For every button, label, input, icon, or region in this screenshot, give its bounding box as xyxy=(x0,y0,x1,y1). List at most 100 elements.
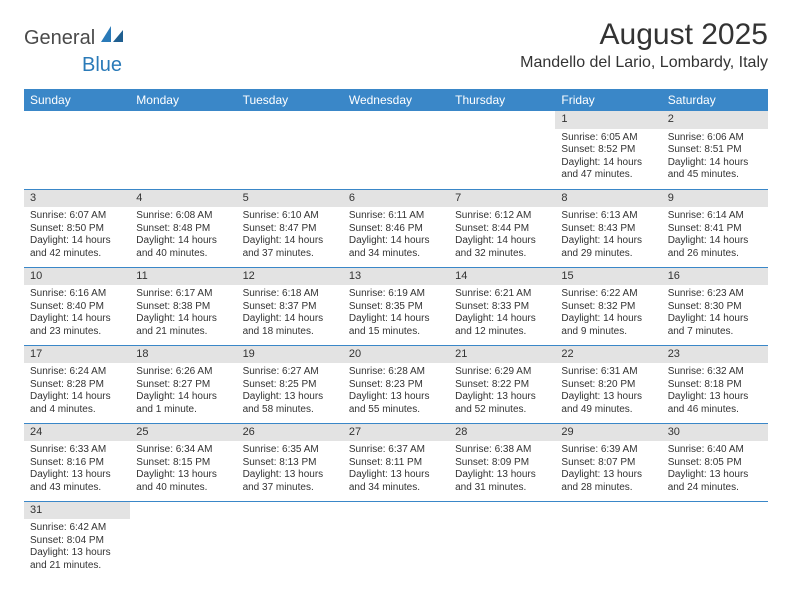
day-cell xyxy=(130,501,236,579)
sunset-text: Sunset: 8:40 PM xyxy=(30,301,124,314)
day-cell xyxy=(237,111,343,189)
day-number: 27 xyxy=(343,424,449,442)
daylight-text: Daylight: 14 hours and 45 minutes. xyxy=(668,157,762,182)
daylight-text: Daylight: 13 hours and 37 minutes. xyxy=(243,469,337,494)
header: General August 2025 Mandello del Lario, … xyxy=(24,18,768,72)
day-cell xyxy=(343,111,449,189)
daylight-text: Daylight: 14 hours and 34 minutes. xyxy=(349,235,443,260)
day-number: 18 xyxy=(130,346,236,364)
sunrise-text: Sunrise: 6:42 AM xyxy=(30,522,124,535)
sunset-text: Sunset: 8:23 PM xyxy=(349,379,443,392)
day-cell: 9Sunrise: 6:14 AMSunset: 8:41 PMDaylight… xyxy=(662,189,768,267)
sunrise-text: Sunrise: 6:27 AM xyxy=(243,366,337,379)
day-cell: 11Sunrise: 6:17 AMSunset: 8:38 PMDayligh… xyxy=(130,267,236,345)
sunrise-text: Sunrise: 6:10 AM xyxy=(243,210,337,223)
day-cell: 23Sunrise: 6:32 AMSunset: 8:18 PMDayligh… xyxy=(662,345,768,423)
daylight-text: Daylight: 14 hours and 26 minutes. xyxy=(668,235,762,260)
day-number: 10 xyxy=(24,268,130,286)
day-cell: 24Sunrise: 6:33 AMSunset: 8:16 PMDayligh… xyxy=(24,423,130,501)
day-number: 16 xyxy=(662,268,768,286)
day-cell: 26 Sunrise: 6:35 AMSunset: 8:13 PMDayligh… xyxy=(237,423,343,501)
sunset-text: Sunset: 8:27 PM xyxy=(136,379,230,392)
day-cell: 31Sunrise: 6:42 AMSunset: 8:04 PMDayligh… xyxy=(24,501,130,579)
sunrise-text: Sunrise: 6:17 AM xyxy=(136,288,230,301)
sunset-text: Sunset: 8:16 PM xyxy=(30,457,124,470)
col-sunday: Sunday xyxy=(24,89,130,111)
day-cell: 6 Sunrise: 6:11 AMSunset: 8:46 PMDaylight… xyxy=(343,189,449,267)
daylight-text: Daylight: 14 hours and 1 minute. xyxy=(136,391,230,416)
day-body: Sunrise: 6:34 AMSunset: 8:15 PMDaylight:… xyxy=(130,441,236,496)
day-cell xyxy=(130,111,236,189)
calendar-table: Sunday Monday Tuesday Wednesday Thursday… xyxy=(24,89,768,579)
day-body: Sunrise: 6:05 AMSunset: 8:52 PMDaylight:… xyxy=(555,129,661,184)
sunrise-text: Sunrise: 6:35 AM xyxy=(243,444,337,457)
daylight-text: Daylight: 13 hours and 55 minutes. xyxy=(349,391,443,416)
day-cell xyxy=(662,501,768,579)
day-cell xyxy=(343,501,449,579)
logo: General xyxy=(24,18,127,51)
sunrise-text: Sunrise: 6:22 AM xyxy=(561,288,655,301)
day-cell: 19Sunrise: 6:27 AMSunset: 8:25 PMDayligh… xyxy=(237,345,343,423)
day-number: 25 xyxy=(130,424,236,442)
day-number: 12 xyxy=(237,268,343,286)
sunrise-text: Sunrise: 6:39 AM xyxy=(561,444,655,457)
day-body: Sunrise: 6:14 AMSunset: 8:41 PMDaylight:… xyxy=(662,207,768,262)
day-cell: 28Sunrise: 6:38 AMSunset: 8:09 PMDayligh… xyxy=(449,423,555,501)
sunset-text: Sunset: 8:44 PM xyxy=(455,223,549,236)
sunrise-text: Sunrise: 6:19 AM xyxy=(349,288,443,301)
day-number: 7 xyxy=(449,190,555,208)
day-body: Sunrise: 6:42 AMSunset: 8:04 PMDaylight:… xyxy=(24,519,130,574)
col-friday: Friday xyxy=(555,89,661,111)
day-cell: 16Sunrise: 6:23 AMSunset: 8:30 PMDayligh… xyxy=(662,267,768,345)
day-body: Sunrise: 6:32 AMSunset: 8:18 PMDaylight:… xyxy=(662,363,768,418)
logo-text-general: General xyxy=(24,27,95,50)
day-body: Sunrise: 6:16 AMSunset: 8:40 PMDaylight:… xyxy=(24,285,130,340)
sunset-text: Sunset: 8:46 PM xyxy=(349,223,443,236)
week-row: 3Sunrise: 6:07 AMSunset: 8:50 PMDaylight… xyxy=(24,189,768,267)
day-number: 4 xyxy=(130,190,236,208)
sunrise-text: Sunrise: 6:31 AM xyxy=(561,366,655,379)
day-number: 2 xyxy=(662,111,768,129)
sunset-text: Sunset: 8:15 PM xyxy=(136,457,230,470)
daylight-text: Daylight: 14 hours and 4 minutes. xyxy=(30,391,124,416)
day-body: Sunrise: 6:06 AMSunset: 8:51 PMDaylight:… xyxy=(662,129,768,184)
col-monday: Monday xyxy=(130,89,236,111)
sunset-text: Sunset: 8:13 PM xyxy=(243,457,337,470)
daylight-text: Daylight: 14 hours and 29 minutes. xyxy=(561,235,655,260)
sunset-text: Sunset: 8:07 PM xyxy=(561,457,655,470)
day-number: 5 xyxy=(237,190,343,208)
daylight-text: Daylight: 13 hours and 43 minutes. xyxy=(30,469,124,494)
day-body: Sunrise: 6:23 AMSunset: 8:30 PMDaylight:… xyxy=(662,285,768,340)
week-row: 1Sunrise: 6:05 AMSunset: 8:52 PMDaylight… xyxy=(24,111,768,189)
day-cell xyxy=(449,501,555,579)
sunrise-text: Sunrise: 6:11 AM xyxy=(349,210,443,223)
sunset-text: Sunset: 8:37 PM xyxy=(243,301,337,314)
sunrise-text: Sunrise: 6:29 AM xyxy=(455,366,549,379)
day-body: Sunrise: 6:22 AMSunset: 8:32 PMDaylight:… xyxy=(555,285,661,340)
sunset-text: Sunset: 8:41 PM xyxy=(668,223,762,236)
day-number: 11 xyxy=(130,268,236,286)
sunrise-text: Sunrise: 6:40 AM xyxy=(668,444,762,457)
day-number: 21 xyxy=(449,346,555,364)
day-number: 29 xyxy=(555,424,661,442)
day-body: Sunrise: 6:10 AMSunset: 8:47 PMDaylight:… xyxy=(237,207,343,262)
daylight-text: Daylight: 13 hours and 46 minutes. xyxy=(668,391,762,416)
sunrise-text: Sunrise: 6:07 AM xyxy=(30,210,124,223)
page: General August 2025 Mandello del Lario, … xyxy=(0,0,792,597)
sunset-text: Sunset: 8:51 PM xyxy=(668,144,762,157)
day-cell: 2Sunrise: 6:06 AMSunset: 8:51 PMDaylight… xyxy=(662,111,768,189)
day-cell: 29Sunrise: 6:39 AMSunset: 8:07 PMDayligh… xyxy=(555,423,661,501)
daylight-text: Daylight: 14 hours and 37 minutes. xyxy=(243,235,337,260)
week-row: 10Sunrise: 6:16 AMSunset: 8:40 PMDayligh… xyxy=(24,267,768,345)
sunrise-text: Sunrise: 6:33 AM xyxy=(30,444,124,457)
daylight-text: Daylight: 13 hours and 24 minutes. xyxy=(668,469,762,494)
sunrise-text: Sunrise: 6:12 AM xyxy=(455,210,549,223)
day-number: 28 xyxy=(449,424,555,442)
sunrise-text: Sunrise: 6:23 AM xyxy=(668,288,762,301)
sunset-text: Sunset: 8:35 PM xyxy=(349,301,443,314)
day-number: 26 xyxy=(237,424,343,442)
sunset-text: Sunset: 8:09 PM xyxy=(455,457,549,470)
day-number: 6 xyxy=(343,190,449,208)
daylight-text: Daylight: 14 hours and 40 minutes. xyxy=(136,235,230,260)
daylight-text: Daylight: 13 hours and 58 minutes. xyxy=(243,391,337,416)
